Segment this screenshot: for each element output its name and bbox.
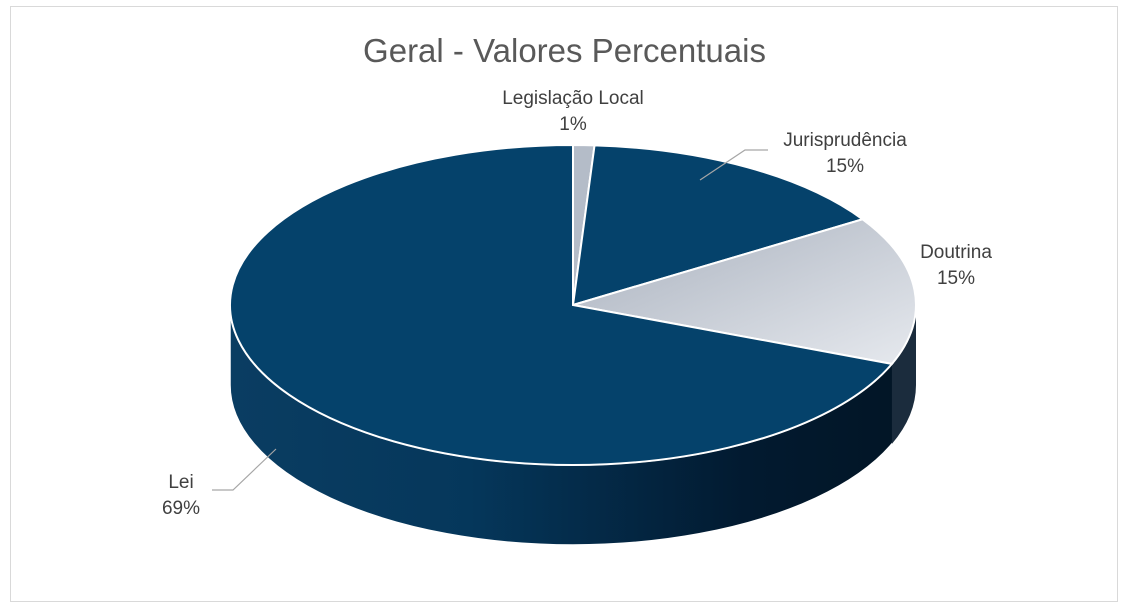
data-label-legislacao-local: Legislação Local 1% xyxy=(468,86,678,138)
slice-jurisprudencia xyxy=(571,144,865,307)
data-label-value: 1% xyxy=(559,114,587,135)
data-label-lei: Lei 69% xyxy=(146,470,216,522)
data-label-category: Legislação Local xyxy=(502,88,644,109)
data-label-value: 15% xyxy=(936,268,976,289)
data-label-category: Doutrina xyxy=(920,242,992,263)
data-label-value: 69% xyxy=(161,498,201,519)
data-label-category: Lei xyxy=(168,472,194,493)
data-label-doutrina: Doutrina 15% xyxy=(896,240,1016,292)
leader-line-jurisprudencia xyxy=(699,149,768,181)
leader-line-lei xyxy=(212,448,277,491)
chart-title: Geral - Valores Percentuais xyxy=(363,32,766,69)
slice-lei xyxy=(229,143,894,466)
slice-doutrina xyxy=(572,218,917,365)
data-label-category: Jurisprudência xyxy=(783,130,907,151)
pie-side-sliver xyxy=(891,305,916,444)
data-label-jurisprudencia: Jurisprudência 15% xyxy=(765,128,925,180)
data-label-value: 15% xyxy=(825,156,865,177)
